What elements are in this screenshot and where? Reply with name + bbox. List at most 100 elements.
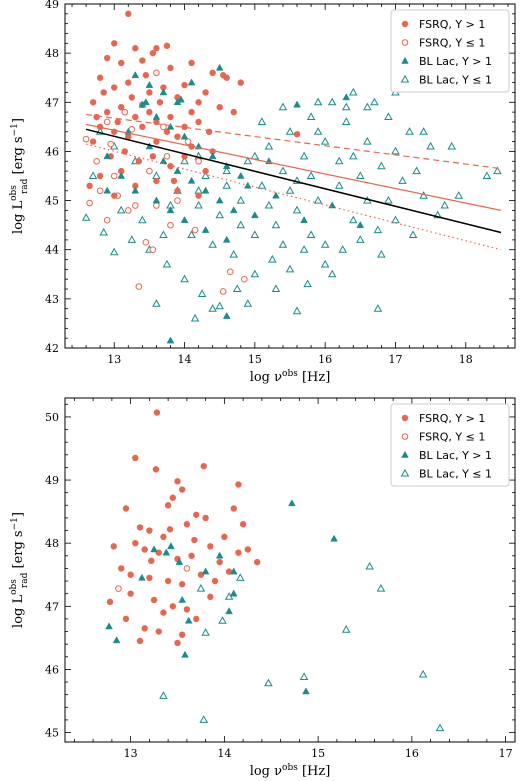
data-point [153, 45, 160, 52]
data-point [221, 533, 228, 541]
data-point [107, 140, 115, 148]
data-point [178, 595, 187, 603]
data-point [306, 230, 316, 238]
data-point [103, 54, 111, 62]
data-point [207, 543, 214, 550]
data-point [96, 187, 104, 195]
data-point [103, 108, 111, 116]
data-point [96, 172, 104, 180]
series-triangle-filled [103, 63, 365, 344]
data-point [160, 123, 167, 131]
data-point [271, 284, 281, 292]
data-point [370, 97, 379, 106]
data-point [111, 40, 118, 47]
data-point [121, 108, 129, 116]
data-point [222, 166, 231, 175]
data-point [163, 42, 171, 49]
series-triangle-filled [105, 499, 338, 695]
legend-label: FSRQ, Y ≤ 1 [419, 37, 485, 50]
data-point [127, 571, 134, 578]
data-point [215, 196, 224, 204]
data-point [363, 102, 372, 111]
data-point [124, 207, 132, 214]
data-point [184, 138, 192, 145]
data-point [122, 505, 130, 512]
data-point [300, 216, 308, 223]
data-point [152, 299, 161, 307]
data-point [127, 235, 137, 243]
data-point [306, 171, 316, 179]
x-tick-label: 14 [217, 747, 231, 760]
data-point [299, 672, 309, 680]
x-tick-label: 13 [124, 747, 138, 760]
data-point [125, 133, 132, 140]
data-point [181, 81, 188, 89]
data-point [114, 118, 121, 126]
data-point [250, 151, 260, 160]
data-point [152, 112, 161, 120]
y-tick-label: 46 [45, 663, 59, 676]
data-point [365, 561, 374, 570]
data-point [201, 186, 210, 194]
data-point [215, 63, 224, 71]
y-tick-label: 48 [45, 47, 59, 60]
data-point [419, 127, 428, 135]
data-point [159, 157, 168, 165]
data-point [229, 249, 239, 258]
y-label-sup: obs [9, 579, 19, 595]
data-point [201, 225, 210, 233]
data-point [250, 269, 260, 278]
data-point [188, 108, 195, 116]
data-point [131, 71, 140, 79]
data-point [122, 615, 130, 623]
data-point [236, 573, 245, 581]
data-point [174, 639, 181, 647]
data-point [159, 230, 168, 238]
data-point [146, 108, 153, 116]
data-point [349, 151, 358, 160]
data-point [191, 536, 198, 544]
data-point [412, 166, 421, 175]
data-point [195, 157, 202, 165]
y-tick-label: 43 [45, 293, 59, 306]
data-point [303, 279, 312, 288]
data-point [174, 478, 181, 485]
data-point [110, 543, 117, 550]
x-tick-label: 13 [107, 353, 121, 366]
legend-label: BL Lac, Y ≤ 1 [419, 74, 492, 87]
data-point [341, 102, 351, 111]
data-point [93, 113, 100, 121]
data-point [111, 84, 118, 91]
data-point [356, 235, 365, 243]
data-point [164, 577, 172, 585]
data-point [159, 88, 168, 96]
data-point [235, 549, 242, 556]
data-point [178, 631, 186, 638]
x-tick-label: 15 [248, 353, 262, 366]
data-point [313, 127, 323, 135]
data-point [174, 187, 181, 194]
data-point [117, 171, 126, 179]
data-point [166, 336, 175, 344]
data-point [156, 99, 164, 106]
data-point [285, 186, 295, 194]
legend-marker [400, 468, 410, 477]
data-point [125, 79, 132, 86]
x-label-unit: [Hz] [298, 764, 330, 779]
series-circle-open [82, 69, 248, 295]
data-point [349, 87, 358, 96]
data-point [149, 246, 157, 254]
data-point [253, 558, 261, 566]
legend-marker [401, 433, 409, 440]
data-point [146, 89, 153, 96]
y-tick-label: 49 [45, 474, 59, 487]
data-point [175, 557, 184, 565]
y-tick-label: 48 [45, 537, 59, 550]
data-point [93, 157, 100, 165]
legend-marker [401, 20, 409, 28]
data-point [181, 123, 188, 131]
data-point [201, 567, 210, 575]
data-point [201, 171, 210, 179]
data-point [222, 235, 231, 243]
